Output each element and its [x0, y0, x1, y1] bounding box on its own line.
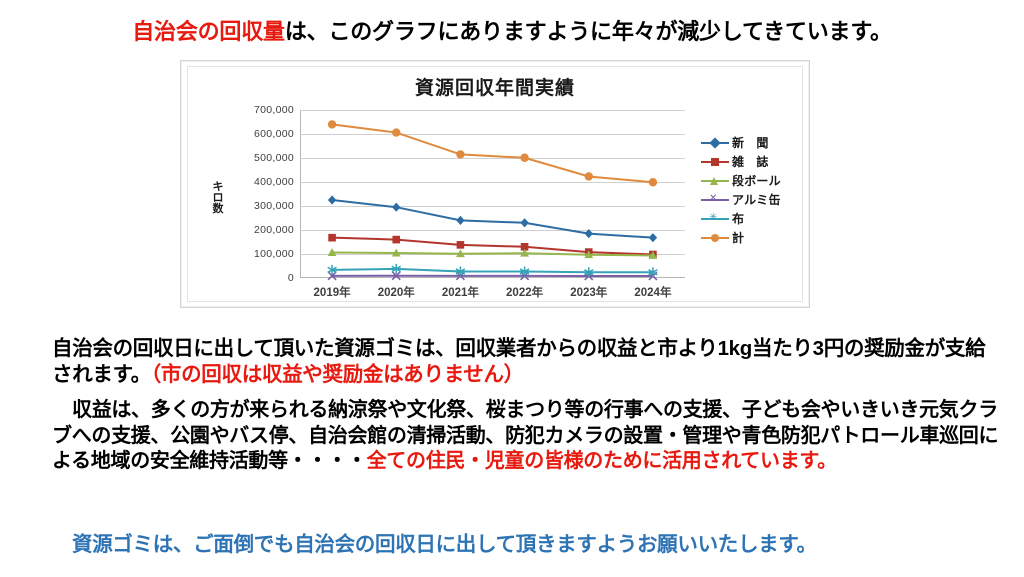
- paragraph-request: 資源ゴミは、ご面倒でも自治会の回収日に出して頂きますようお願いいたします。: [72, 532, 1022, 558]
- data-point-square: [328, 233, 336, 242]
- legend-item[interactable]: 計: [701, 228, 806, 247]
- p2-segment-a: 収益は、多くの方が来られる納涼祭や文化祭、桜まつり等の行事への支援、子ども会やい…: [52, 399, 999, 473]
- data-point-triangle: [456, 249, 465, 258]
- gridline: [300, 206, 685, 207]
- data-point-diamond: [456, 215, 465, 225]
- data-point-diamond: [648, 233, 658, 243]
- data-point-circle: [392, 128, 401, 137]
- data-point-triangle: [584, 250, 594, 259]
- p1-segment-d-red: （市の回収は収益や奨励金はありません）: [150, 363, 524, 387]
- legend-marker-circle-icon: [701, 232, 729, 244]
- data-point-asterisk: [327, 264, 337, 275]
- data-point-asterisk: [583, 267, 594, 278]
- headline-tail: 年々が減少してきています。: [611, 19, 892, 44]
- y-axis-tick-label: 500,000: [253, 152, 294, 164]
- data-point-circle: [584, 172, 593, 181]
- data-point-asterisk: [455, 266, 466, 277]
- data-point-circle: [456, 150, 465, 159]
- p1-segment-a: 自治会の回収日: [52, 337, 194, 360]
- data-point-diamond: [584, 229, 593, 239]
- gridline: [300, 134, 685, 135]
- gridline: [300, 110, 685, 111]
- data-point-circle: [520, 153, 529, 162]
- data-point-triangle: [648, 251, 658, 259]
- series-line: [331, 123, 654, 184]
- data-point-asterisk: [519, 266, 530, 277]
- data-point-triangle: [391, 248, 401, 257]
- data-point-x: [391, 271, 401, 281]
- p1-segment-c: 市より1kg当たり3円の奨励金が支給されます。: [52, 337, 986, 387]
- legend-marker-diamond-icon: [701, 136, 729, 149]
- legend-label: 新 聞: [732, 136, 769, 150]
- legend-item[interactable]: ✕ アルミ缶: [701, 190, 806, 209]
- data-point-x: [327, 271, 337, 281]
- data-point-square: [520, 243, 529, 251]
- legend-label: 布: [732, 212, 745, 226]
- chart-plot-area: 資源回収年間実績 キロ数 700,000 600,000 500,000 400,00…: [187, 66, 803, 302]
- paragraph-usage: 収益は、多くの方が来られる納涼祭や文化祭、桜まつり等の行事への支援、子ども会やい…: [52, 398, 1007, 475]
- gridline: [300, 182, 685, 183]
- legend-label: 段ボール: [732, 174, 781, 188]
- p3-text-blue: 資源ゴミは、ご面倒でも自治会の回収日に出して頂きますようお願いいたします。: [72, 533, 817, 556]
- legend-label: 雑 誌: [732, 155, 769, 169]
- data-point-diamond: [392, 202, 401, 212]
- legend-item[interactable]: 新 聞: [701, 133, 806, 152]
- y-axis-tick-label: 0: [287, 272, 294, 284]
- legend-item[interactable]: ✳ 布: [701, 209, 806, 228]
- chart-container: 資源回収年間実績 キロ数 700,000 600,000 500,000 400,00…: [180, 60, 810, 308]
- x-axis-tick-label: 2020年: [377, 287, 415, 299]
- data-point-circle: [327, 120, 337, 129]
- y-axis-tick-label: 700,000: [253, 104, 294, 116]
- data-point-diamond: [327, 195, 337, 205]
- legend-label: 計: [732, 231, 745, 245]
- plot-background: [300, 110, 685, 278]
- legend-marker-asterisk-icon: ✳: [701, 212, 729, 225]
- chart-legend: 新 聞雑 誌段ボール ✕ アルミ缶 ✳ 布計: [701, 133, 806, 247]
- gridline: [300, 230, 685, 231]
- x-axis-tick-label: 2021年: [441, 287, 479, 299]
- paragraph-incentive: 自治会の回収日に出して頂いた資源ゴミは、回収業者からの収益と市より1kg当たり3…: [52, 336, 1002, 388]
- data-point-diamond: [520, 218, 529, 228]
- data-point-asterisk: [648, 267, 658, 278]
- x-axis-tick-label: 2022年: [506, 287, 544, 299]
- headline: 自治会の回収量は、このグラフにありますように年々が減少してきています。: [0, 14, 1024, 46]
- y-axis-tick-label: 100,000: [253, 248, 294, 260]
- series-line: [332, 267, 653, 274]
- series-line: [332, 236, 653, 256]
- y-axis-tick-label: 300,000: [253, 200, 294, 212]
- headline-middle: は、このグラフにありますように: [284, 19, 612, 44]
- legend-item[interactable]: 雑 誌: [701, 152, 806, 171]
- y-axis-tick-label: 600,000: [253, 128, 294, 140]
- x-axis-tick-label: 2024年: [634, 287, 672, 299]
- data-point-square: [456, 241, 465, 249]
- y-axis-title: キロ数: [212, 181, 224, 216]
- legend-item[interactable]: 段ボール: [701, 171, 806, 190]
- legend-label: アルミ缶: [732, 193, 781, 207]
- data-point-triangle: [520, 248, 529, 257]
- y-axis-tick-label: 400,000: [253, 176, 294, 188]
- data-point-triangle: [327, 248, 337, 256]
- x-axis-tick-label: 2023年: [570, 287, 608, 299]
- legend-marker-square-icon: [701, 156, 729, 168]
- chart-canvas: 700,000 600,000 500,000 400,000 300,000 200,0…: [254, 104, 685, 299]
- y-axis-tick-label: 200,000: [253, 224, 294, 236]
- legend-marker-x-icon: ✕: [701, 193, 729, 206]
- p2-segment-b-red: 全ての住民・児童の皆様のために活用されています。: [366, 450, 838, 473]
- x-axis-tick-label: 2019年: [313, 287, 351, 299]
- p1-segment-b: に出して頂いた資源ゴミは、回収業者からの収益と: [193, 337, 658, 360]
- data-point-asterisk: [391, 263, 402, 274]
- data-point-circle: [648, 178, 658, 187]
- data-point-square: [392, 235, 401, 244]
- gridline: [300, 158, 685, 159]
- series-line: [332, 251, 653, 257]
- chart-title: 資源回収年間実績: [414, 78, 575, 99]
- series-lines: [327, 120, 658, 281]
- legend-marker-triangle-icon: [701, 175, 729, 187]
- series-line: [331, 199, 653, 239]
- headline-emphasis-red: 自治会の回収量: [132, 19, 285, 44]
